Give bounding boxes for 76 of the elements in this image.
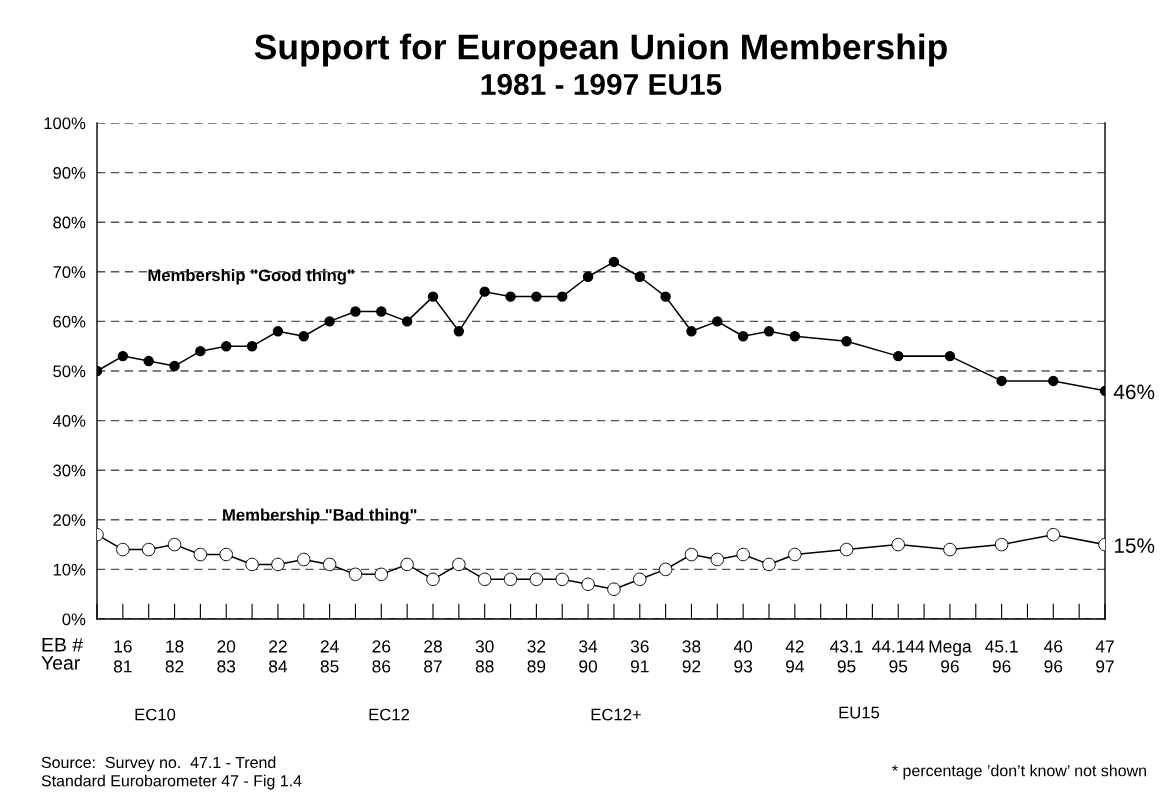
x-tick-label: 34 90 xyxy=(579,640,598,673)
point xyxy=(298,331,309,342)
point xyxy=(660,291,671,302)
point xyxy=(350,306,361,317)
point xyxy=(634,271,645,282)
x-tick-label: 16 81 xyxy=(113,640,132,673)
y-tick-label: 10% xyxy=(53,563,86,576)
y-tick-label: 30% xyxy=(53,464,86,477)
point xyxy=(531,291,542,302)
x-tick-label: 22 84 xyxy=(269,640,288,673)
point xyxy=(376,306,387,317)
point xyxy=(453,326,465,337)
y-tick-label: 40% xyxy=(52,415,86,427)
x-tick-label: 20 83 xyxy=(217,640,236,673)
point xyxy=(737,331,749,342)
point xyxy=(221,340,232,352)
x-tick-label: 44.144 95 xyxy=(872,640,925,673)
x-tick-label: 42 94 xyxy=(785,640,804,673)
x-tick-label: Mega 96 xyxy=(929,640,972,673)
point xyxy=(712,316,723,327)
series-label: Membership "Good thing" xyxy=(148,268,354,285)
x-tick-label: 24 85 xyxy=(320,640,339,673)
point xyxy=(401,316,413,327)
text: EC12+ xyxy=(591,708,641,721)
point xyxy=(763,326,775,337)
y-tick-label: 0% xyxy=(62,613,86,626)
x-tick-label: 45.1 96 xyxy=(985,640,1018,673)
point xyxy=(789,331,801,342)
text: EU15 xyxy=(839,706,880,719)
data-label: 15% xyxy=(1114,538,1155,553)
point xyxy=(841,336,852,347)
text: EC10 xyxy=(135,708,176,721)
point xyxy=(479,286,490,297)
x-tick-label: 28 87 xyxy=(424,640,442,673)
point xyxy=(427,291,439,302)
y-tick-label: 90% xyxy=(53,167,86,179)
x-tick-label: 40 93 xyxy=(733,640,753,673)
point xyxy=(557,291,568,302)
point xyxy=(608,256,620,268)
point xyxy=(996,375,1007,387)
point xyxy=(143,355,154,367)
y-tick-label: 80% xyxy=(53,216,86,229)
x-tick-label: 47 97 xyxy=(1095,640,1114,673)
x-tick-label: 18 82 xyxy=(165,640,184,673)
y-tick-label: 20% xyxy=(53,514,86,526)
x-tick-label: 38 92 xyxy=(682,640,701,673)
x-tick-label: 43.1 95 xyxy=(830,640,863,673)
point xyxy=(324,316,335,327)
chart-subtitle: 1981 - 1997 EU15 xyxy=(481,73,722,96)
y-tick-label: 100% xyxy=(44,117,86,130)
point xyxy=(117,350,129,362)
point xyxy=(169,360,180,372)
y-tick-label: 50% xyxy=(53,365,86,378)
point xyxy=(944,350,956,362)
point xyxy=(582,271,594,282)
data-label: 46% xyxy=(1113,384,1155,400)
point xyxy=(686,326,697,337)
x-tick-label: 30 88 xyxy=(475,640,494,673)
point xyxy=(1048,375,1059,387)
x-tick-label: 46 96 xyxy=(1044,640,1063,673)
text: EC12 xyxy=(369,708,410,721)
point xyxy=(893,350,904,362)
point xyxy=(272,326,284,337)
x-tick-label: 32 89 xyxy=(527,640,546,673)
x-tick-label: 26 86 xyxy=(372,640,391,673)
text: * percentage ’don’t know’ not shown xyxy=(892,764,1146,780)
point xyxy=(246,340,258,352)
chart-title: Support for European Union Membership xyxy=(254,33,947,67)
x-axis-title: EB # Year xyxy=(41,638,84,670)
source-note: Source: Survey no. 47.1 - Trend Standard Eurobarometer 47 - Fig 1.4 xyxy=(41,756,302,790)
point xyxy=(505,291,516,302)
series-label: Membership "Bad thing" xyxy=(223,508,417,525)
y-tick-label: 70% xyxy=(53,266,86,278)
y-tick-label: 60% xyxy=(53,315,86,328)
point xyxy=(195,345,206,357)
x-tick-label: 36 91 xyxy=(630,640,649,673)
